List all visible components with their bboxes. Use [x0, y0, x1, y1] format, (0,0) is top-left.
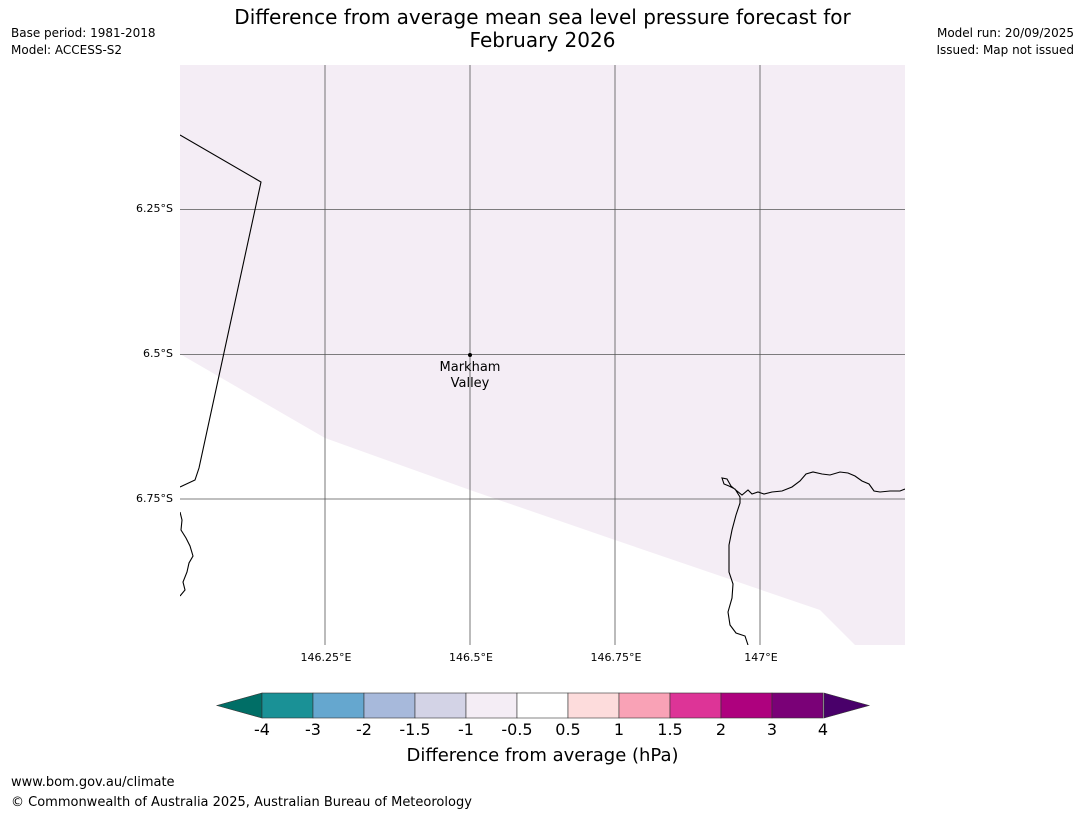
map-title-line1: Difference from average mean sea level p…	[234, 5, 851, 29]
base-period: Base period: 1981-2018	[11, 26, 156, 40]
colorbar-tick-label: 3	[766, 720, 778, 739]
graticule	[180, 65, 905, 645]
anomaly-region	[180, 65, 905, 645]
colorbar-tick-label: 1	[613, 720, 625, 739]
coastline-east	[721, 471, 905, 645]
colorbar-extend-high	[823, 692, 871, 719]
lon-label-147: 147°E	[744, 651, 778, 664]
colorbar-segments	[261, 692, 824, 719]
colorbar	[215, 692, 871, 719]
place-label: Markham Valley	[420, 360, 520, 392]
colorbar-tick-label: 2	[715, 720, 727, 739]
location-marker	[468, 353, 472, 357]
map-frame	[180, 65, 905, 645]
colorbar-segment	[720, 692, 773, 719]
colorbar-segment	[363, 692, 416, 719]
lon-label-146-75: 146.75°E	[590, 651, 642, 664]
colorbar-segment	[261, 692, 314, 719]
lon-label-146-25: 146.25°E	[300, 651, 352, 664]
colorbar-segment	[516, 692, 569, 719]
colorbar-segment	[465, 692, 518, 719]
colorbar-segment	[771, 692, 824, 719]
lat-label-6-25: 6.25°S	[136, 202, 173, 215]
lon-label-146-5: 146.5°E	[449, 651, 493, 664]
colorbar-extend-low	[215, 692, 263, 719]
colorbar-tick-label: -1	[458, 720, 474, 739]
place-label-line2: Valley	[450, 376, 490, 391]
lat-label-6-75: 6.75°S	[136, 492, 173, 505]
boundaries	[180, 134, 905, 645]
colorbar-tick-label: -4	[254, 720, 270, 739]
lat-label-6-5: 6.5°S	[143, 347, 173, 360]
colorbar-segment	[618, 692, 671, 719]
place-label-line1: Markham	[439, 360, 501, 375]
colorbar-tick-label: -2	[356, 720, 372, 739]
model-run: Model run: 20/09/2025	[936, 26, 1074, 40]
colorbar-tick-label: 0.5	[555, 720, 581, 739]
colorbar-title: Difference from average (hPa)	[406, 745, 679, 766]
model-name: Model: ACCESS-S2	[11, 43, 123, 57]
colorbar-tick-label: -1.5	[399, 720, 431, 739]
colorbar-segment	[669, 692, 722, 719]
footer-url[interactable]: www.bom.gov.au/climate	[11, 775, 175, 790]
issued-status: Issued: Map not issued	[936, 43, 1074, 57]
footer-copyright: © Commonwealth of Australia 2025, Austra…	[11, 795, 472, 810]
colorbar-tick-label: 1.5	[657, 720, 683, 739]
colorbar-tick-label: 4	[817, 720, 829, 739]
colorbar-tick-label: -0.5	[501, 720, 533, 739]
colorbar-segment	[312, 692, 365, 719]
coastline-west	[180, 511, 194, 597]
colorbar-tick-label: -3	[305, 720, 321, 739]
map-title-line2: February 2026	[469, 28, 616, 52]
province-boundary	[180, 134, 262, 488]
colorbar-segment	[567, 692, 620, 719]
colorbar-segment	[414, 692, 467, 719]
map-title: Difference from average mean sea level p…	[0, 6, 1085, 52]
